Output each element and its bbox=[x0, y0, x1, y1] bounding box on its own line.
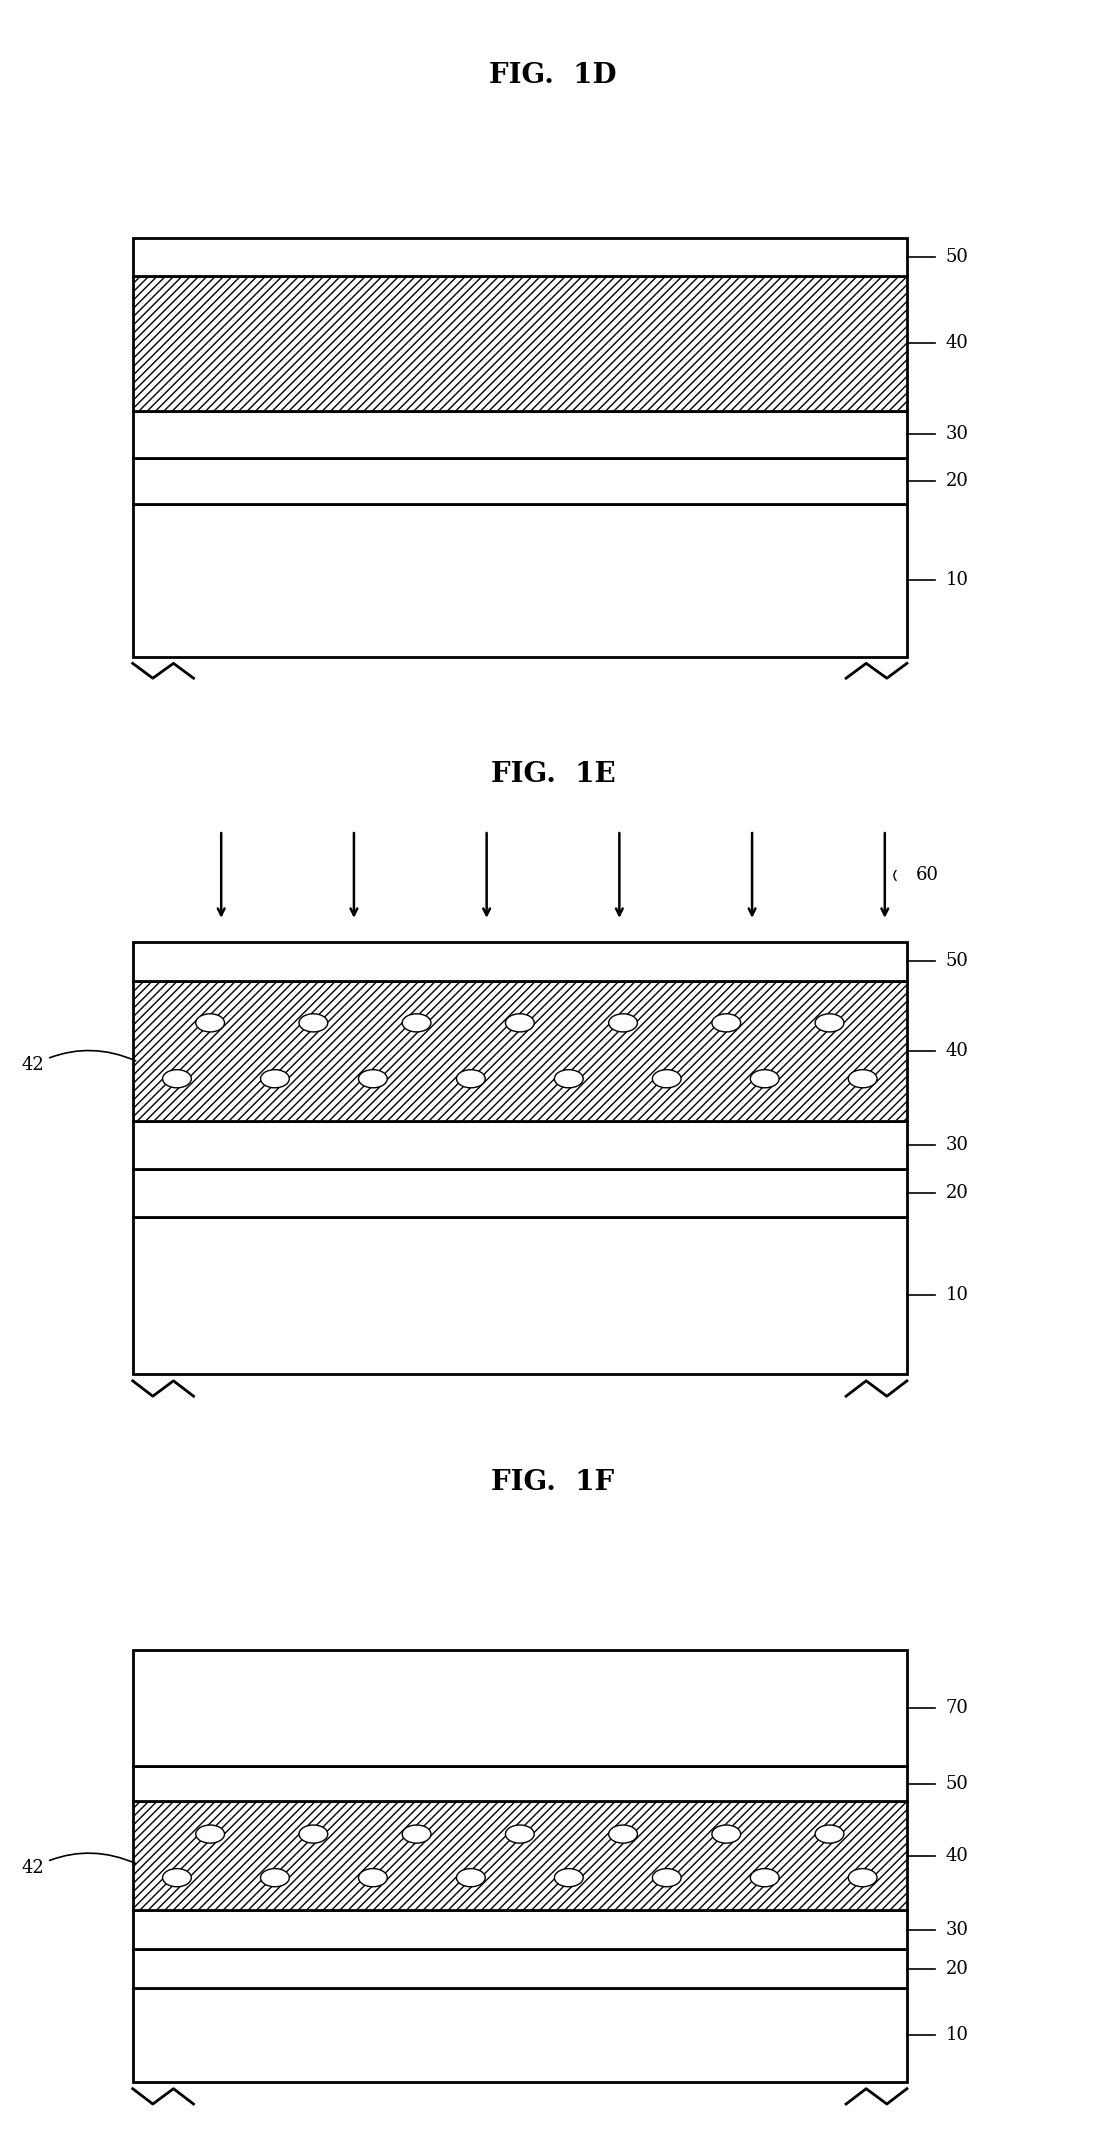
Circle shape bbox=[403, 1825, 431, 1843]
Bar bbox=[133, 1950, 907, 1988]
Circle shape bbox=[299, 1015, 327, 1032]
Circle shape bbox=[653, 1868, 681, 1888]
Circle shape bbox=[712, 1015, 741, 1032]
Circle shape bbox=[848, 1868, 877, 1888]
Text: 10: 10 bbox=[946, 571, 969, 590]
Circle shape bbox=[457, 1868, 486, 1888]
Circle shape bbox=[457, 1070, 486, 1088]
Circle shape bbox=[261, 1070, 290, 1088]
Circle shape bbox=[554, 1868, 583, 1888]
Circle shape bbox=[750, 1868, 779, 1888]
Bar bbox=[133, 1650, 907, 1765]
Bar bbox=[133, 1169, 907, 1216]
Bar bbox=[133, 238, 907, 277]
Text: 10: 10 bbox=[946, 2027, 969, 2044]
Bar bbox=[133, 457, 907, 504]
Text: 60: 60 bbox=[916, 867, 939, 884]
Bar bbox=[133, 1216, 907, 1373]
Bar bbox=[133, 1765, 907, 1802]
Text: 40: 40 bbox=[946, 335, 969, 352]
Circle shape bbox=[196, 1825, 225, 1843]
Bar bbox=[133, 1120, 907, 1169]
Text: 70: 70 bbox=[946, 1699, 969, 1716]
Circle shape bbox=[608, 1825, 637, 1843]
Circle shape bbox=[299, 1825, 327, 1843]
Text: 30: 30 bbox=[946, 425, 969, 444]
Text: 20: 20 bbox=[946, 472, 969, 489]
Text: 42: 42 bbox=[21, 1051, 136, 1075]
Text: 30: 30 bbox=[946, 1922, 969, 1939]
Bar bbox=[133, 1802, 907, 1911]
Circle shape bbox=[815, 1015, 844, 1032]
Bar bbox=[133, 980, 907, 1120]
Bar bbox=[133, 412, 907, 457]
Text: 40: 40 bbox=[946, 1847, 969, 1864]
Bar bbox=[133, 1911, 907, 1950]
Circle shape bbox=[608, 1015, 637, 1032]
Bar bbox=[133, 1988, 907, 2081]
Text: 10: 10 bbox=[946, 1287, 969, 1304]
Circle shape bbox=[505, 1015, 534, 1032]
Text: FIG.  1E: FIG. 1E bbox=[491, 761, 615, 787]
Circle shape bbox=[403, 1015, 431, 1032]
Text: 20: 20 bbox=[946, 1961, 969, 1978]
Circle shape bbox=[653, 1070, 681, 1088]
Text: 50: 50 bbox=[946, 247, 969, 266]
Circle shape bbox=[554, 1070, 583, 1088]
Circle shape bbox=[848, 1070, 877, 1088]
Text: FIG.  1D: FIG. 1D bbox=[489, 62, 617, 88]
Circle shape bbox=[712, 1825, 741, 1843]
Circle shape bbox=[163, 1868, 191, 1888]
Circle shape bbox=[505, 1825, 534, 1843]
Bar bbox=[133, 942, 907, 980]
Text: 42: 42 bbox=[21, 1853, 136, 1877]
Text: 50: 50 bbox=[946, 952, 969, 970]
Circle shape bbox=[358, 1070, 387, 1088]
Text: FIG.  1F: FIG. 1F bbox=[491, 1469, 615, 1495]
Circle shape bbox=[261, 1868, 290, 1888]
Bar bbox=[133, 277, 907, 412]
Text: 50: 50 bbox=[946, 1774, 969, 1793]
Circle shape bbox=[750, 1070, 779, 1088]
Circle shape bbox=[358, 1868, 387, 1888]
Circle shape bbox=[196, 1015, 225, 1032]
Circle shape bbox=[163, 1070, 191, 1088]
Text: 40: 40 bbox=[946, 1042, 969, 1060]
Bar bbox=[133, 504, 907, 656]
Circle shape bbox=[815, 1825, 844, 1843]
Text: 20: 20 bbox=[946, 1184, 969, 1201]
Text: 30: 30 bbox=[946, 1135, 969, 1154]
